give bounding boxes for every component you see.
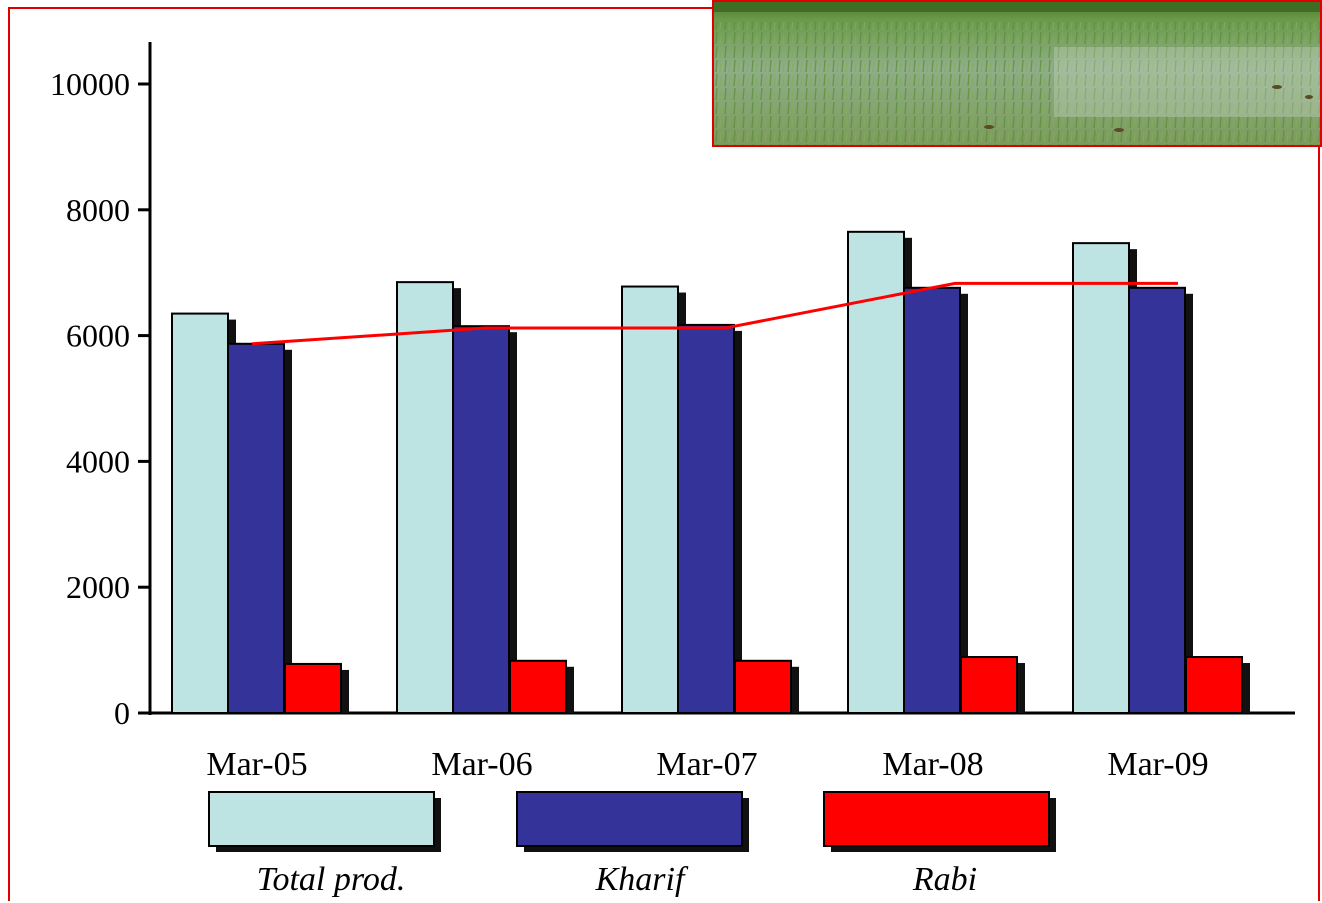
- bar-Mar-05-totalprod: [171, 312, 229, 714]
- bar-Mar-08-kharif: [903, 286, 961, 714]
- legend-label-kharif: Kharif: [595, 861, 689, 898]
- rice-field-image: [714, 2, 1320, 145]
- bar-Mar-05-kharif: [227, 342, 285, 714]
- y-tick-label-0: 0: [114, 695, 130, 731]
- bar-Mar-09-rabi: [1185, 656, 1243, 714]
- bar-Mar-09-totalprod: [1072, 242, 1130, 714]
- y-tick-label-6000: 6000: [66, 318, 130, 354]
- x-tick-label-Mar-05: Mar-05: [206, 746, 307, 783]
- slide-frame: [8, 7, 1320, 901]
- y-tick-label-8000: 8000: [66, 192, 130, 228]
- bar-Mar-08-totalprod: [847, 230, 905, 714]
- bar-Mar-08-rabi: [960, 656, 1018, 714]
- bar-Mar-09-kharif: [1128, 286, 1186, 714]
- y-tick-label-10000: 10000: [50, 66, 130, 102]
- x-tick-label-Mar-06: Mar-06: [431, 746, 532, 783]
- trend-line: [251, 281, 1178, 346]
- x-tick-label-Mar-07: Mar-07: [656, 746, 757, 783]
- bar-Mar-07-kharif: [677, 323, 735, 714]
- legend-swatch-totalprod: [208, 791, 435, 847]
- bar-Mar-05-rabi: [284, 662, 342, 714]
- bar-Mar-06-rabi: [509, 659, 567, 715]
- bar-Mar-06-totalprod: [396, 281, 454, 714]
- x-tick-label-Mar-08: Mar-08: [882, 746, 983, 783]
- legend-label-rabi: Rabi: [912, 861, 977, 898]
- rice-paddy-photo: [712, 0, 1322, 147]
- legend-swatch-kharif: [516, 791, 743, 847]
- legend-swatch-rabi: [823, 791, 1050, 847]
- bar-Mar-07-totalprod: [621, 285, 679, 714]
- y-tick-label-4000: 4000: [66, 443, 130, 479]
- bar-Mar-06-kharif: [452, 325, 510, 714]
- legend-label-totalprod: Total prod.: [257, 861, 406, 898]
- x-tick-label-Mar-09: Mar-09: [1107, 746, 1208, 783]
- bar-Mar-07-rabi: [734, 659, 792, 715]
- y-tick-label-2000: 2000: [66, 569, 130, 605]
